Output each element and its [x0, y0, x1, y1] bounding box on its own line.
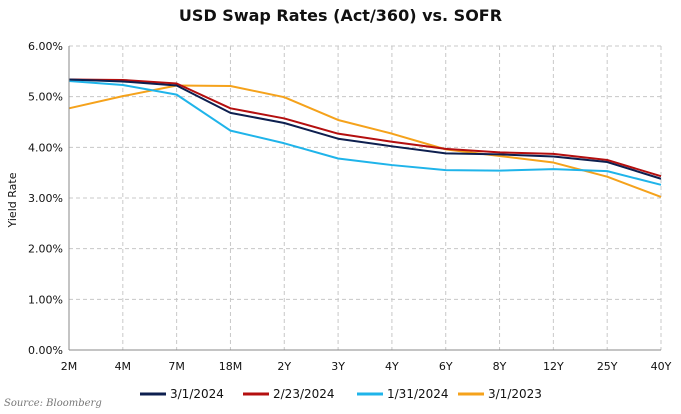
x-tick-label: 7M [168, 360, 185, 373]
x-tick-label: 25Y [597, 360, 618, 373]
series-lines [68, 78, 662, 198]
y-tick-label: 4.00% [28, 141, 63, 154]
legend: 3/1/2024 2/23/2024 1/31/2024 3/1/2023 [140, 387, 542, 401]
y-axis-label: Yield Rate [6, 172, 19, 228]
x-tick-label: 3Y [331, 360, 345, 373]
y-tick-label: 2.00% [28, 243, 63, 256]
legend-label: 1/31/2024 [387, 387, 449, 401]
y-tick-label: 6.00% [28, 40, 63, 53]
series-line-3-1-2023 [68, 84, 662, 198]
x-tick-label: 8Y [493, 360, 507, 373]
y-tick-label: 1.00% [28, 293, 63, 306]
x-tick-label: 2M [61, 360, 78, 373]
y-tick-label: 3.00% [28, 192, 63, 205]
axes [68, 46, 661, 351]
x-tick-label: 4M [115, 360, 132, 373]
x-tick-label: 2Y [277, 360, 291, 373]
y-tick-label: 5.00% [28, 91, 63, 104]
x-tick-label: 40Y [651, 360, 672, 373]
x-tick-label: 6Y [439, 360, 453, 373]
legend-label: 2/23/2024 [273, 387, 335, 401]
series-line-3-1-2024 [68, 78, 662, 180]
x-tick-label: 18M [219, 360, 243, 373]
series-line-1-31-2024 [68, 79, 662, 186]
chart-title: USD Swap Rates (Act/360) vs. SOFR [178, 6, 503, 25]
gridlines [69, 45, 662, 350]
x-tick-label: 4Y [385, 360, 399, 373]
legend-label: 3/1/2024 [170, 387, 224, 401]
series-line-2-23-2024 [68, 78, 662, 178]
x-tick-label: 12Y [543, 360, 564, 373]
y-tick-label: 0.00% [28, 344, 63, 357]
x-axis-ticks: 2M 4M 7M 18M 2Y 3Y 4Y 6Y 8Y 12Y 25Y 40Y [61, 360, 672, 373]
source-note: Source: Bloomberg [4, 398, 102, 409]
y-axis-ticks: 0.00% 1.00% 2.00% 3.00% 4.00% 5.00% 6.00% [28, 40, 63, 357]
legend-label: 3/1/2023 [488, 387, 542, 401]
